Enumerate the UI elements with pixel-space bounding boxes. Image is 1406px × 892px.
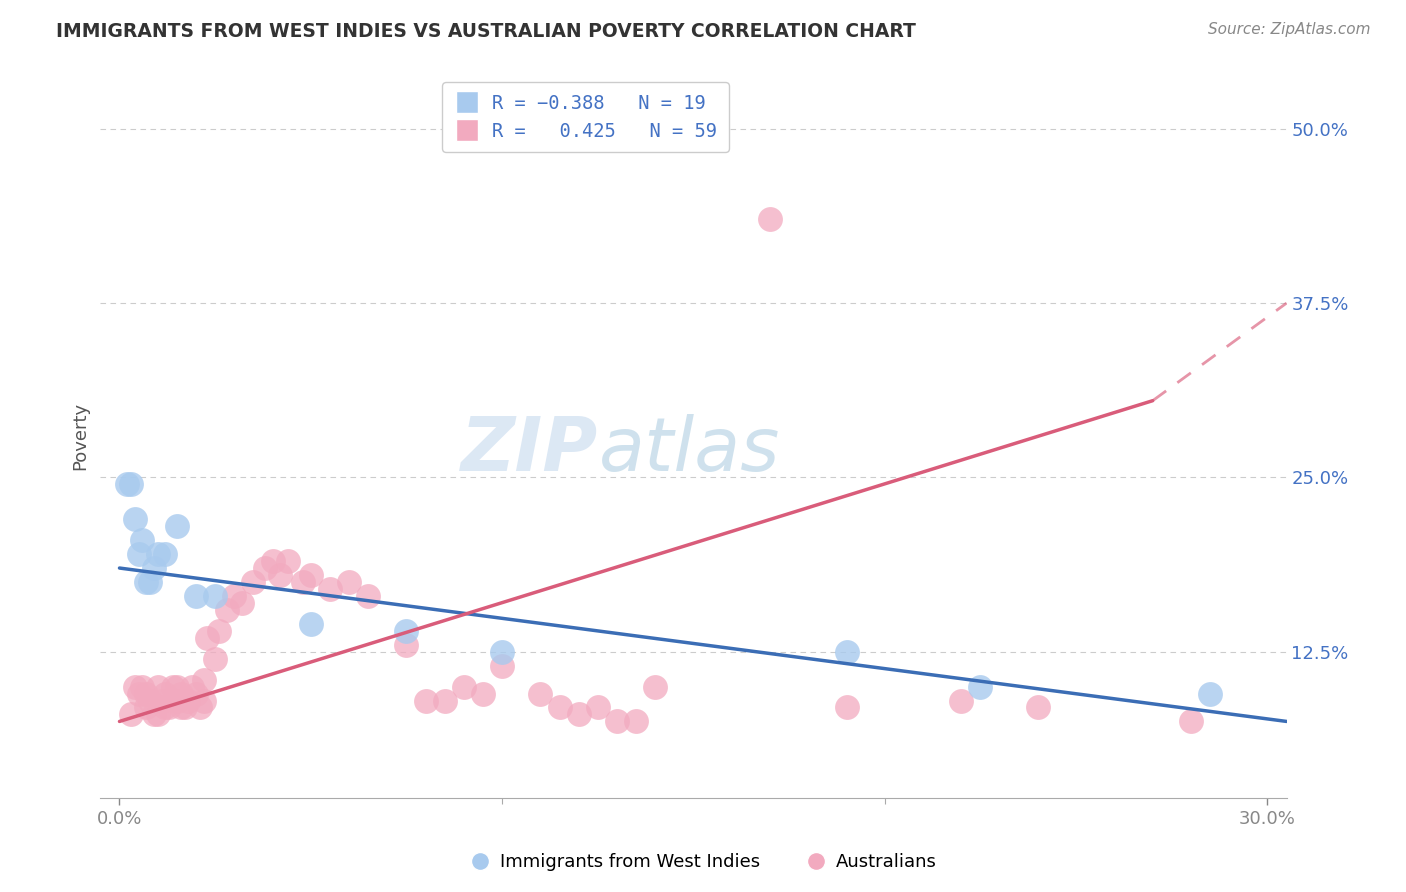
Point — [453, 680, 475, 694]
Point — [155, 700, 177, 714]
Point — [131, 533, 153, 548]
Point — [1199, 687, 1222, 701]
Point — [606, 714, 628, 729]
Point — [262, 554, 284, 568]
Point — [184, 687, 207, 701]
Point — [835, 645, 858, 659]
Point — [170, 687, 193, 701]
Point — [135, 574, 157, 589]
Point — [166, 693, 188, 707]
Point — [299, 568, 322, 582]
Point — [415, 693, 437, 707]
Point — [950, 693, 973, 707]
Point — [128, 547, 150, 561]
Point — [586, 700, 609, 714]
Point — [124, 680, 146, 694]
Point — [835, 700, 858, 714]
Point — [135, 700, 157, 714]
Point — [181, 680, 204, 694]
Point — [548, 700, 571, 714]
Point — [277, 554, 299, 568]
Point — [128, 687, 150, 701]
Point — [231, 596, 253, 610]
Legend: R = −0.388   N = 19, R =   0.425   N = 59: R = −0.388 N = 19, R = 0.425 N = 59 — [441, 82, 728, 153]
Point — [208, 624, 231, 638]
Point — [184, 589, 207, 603]
Point — [162, 680, 184, 694]
Legend: Immigrants from West Indies, Australians: Immigrants from West Indies, Australians — [463, 847, 943, 879]
Point — [166, 519, 188, 533]
Point — [969, 680, 991, 694]
Point — [124, 512, 146, 526]
Point — [193, 673, 215, 687]
Point — [131, 680, 153, 694]
Point — [204, 651, 226, 665]
Point — [395, 638, 418, 652]
Point — [644, 680, 666, 694]
Point — [155, 687, 177, 701]
Point — [491, 645, 513, 659]
Point — [120, 477, 142, 491]
Point — [759, 212, 782, 227]
Y-axis label: Poverty: Poverty — [72, 401, 89, 469]
Point — [146, 707, 169, 722]
Point — [224, 589, 246, 603]
Point — [253, 561, 276, 575]
Point — [395, 624, 418, 638]
Point — [337, 574, 360, 589]
Point — [120, 707, 142, 722]
Point — [146, 680, 169, 694]
Point — [150, 693, 173, 707]
Point — [166, 680, 188, 694]
Point — [173, 700, 195, 714]
Point — [269, 568, 291, 582]
Point — [188, 700, 211, 714]
Point — [491, 658, 513, 673]
Point — [115, 477, 138, 491]
Point — [568, 707, 591, 722]
Point — [170, 700, 193, 714]
Point — [319, 582, 342, 596]
Point — [215, 603, 238, 617]
Point — [357, 589, 380, 603]
Point — [139, 693, 162, 707]
Point — [472, 687, 495, 701]
Point — [197, 631, 219, 645]
Point — [142, 707, 165, 722]
Point — [1180, 714, 1202, 729]
Point — [299, 616, 322, 631]
Point — [529, 687, 551, 701]
Point — [139, 574, 162, 589]
Point — [146, 547, 169, 561]
Point — [157, 700, 180, 714]
Text: atlas: atlas — [599, 414, 780, 486]
Point — [135, 687, 157, 701]
Point — [193, 693, 215, 707]
Point — [292, 574, 315, 589]
Point — [155, 547, 177, 561]
Point — [1026, 700, 1049, 714]
Point — [177, 693, 200, 707]
Point — [433, 693, 456, 707]
Point — [142, 561, 165, 575]
Text: ZIP: ZIP — [461, 414, 599, 486]
Text: IMMIGRANTS FROM WEST INDIES VS AUSTRALIAN POVERTY CORRELATION CHART: IMMIGRANTS FROM WEST INDIES VS AUSTRALIA… — [56, 22, 917, 41]
Point — [204, 589, 226, 603]
Point — [624, 714, 647, 729]
Text: Source: ZipAtlas.com: Source: ZipAtlas.com — [1208, 22, 1371, 37]
Point — [242, 574, 264, 589]
